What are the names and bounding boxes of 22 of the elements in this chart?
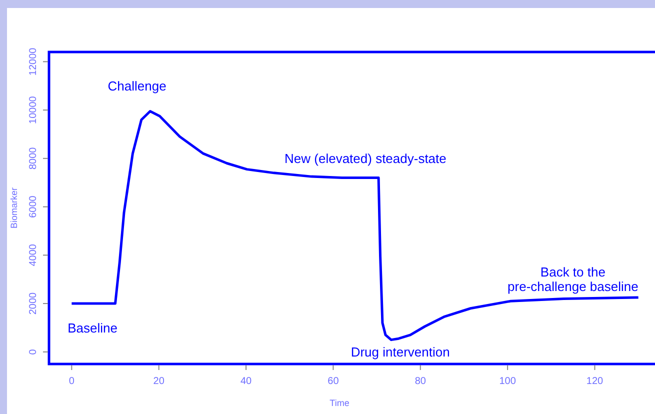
x-tick-label: 60 bbox=[328, 376, 340, 387]
x-axis-title: Time bbox=[330, 398, 350, 408]
annotation: Challenge bbox=[108, 78, 166, 94]
annotation: Back to the pre-challenge baseline bbox=[508, 264, 638, 294]
y-tick-label: 10000 bbox=[28, 96, 39, 124]
line-series bbox=[70, 110, 640, 342]
x-tick-label: 100 bbox=[499, 376, 516, 387]
y-axis-title: Biomarker bbox=[9, 187, 19, 229]
y-tick-label: 0 bbox=[28, 348, 39, 355]
x-tick-label: 0 bbox=[68, 376, 75, 387]
annotation: Baseline bbox=[68, 320, 118, 336]
x-tick-label: 80 bbox=[414, 376, 426, 387]
x-tick-label: 20 bbox=[153, 376, 165, 387]
x-tick-label: 120 bbox=[586, 376, 604, 387]
x-tick-label: 40 bbox=[240, 376, 252, 387]
y-tick-label: 6000 bbox=[28, 195, 39, 218]
y-tick-label: 2000 bbox=[28, 292, 39, 315]
annotation: Drug intervention bbox=[350, 344, 450, 360]
y-tick-label: 12000 bbox=[28, 47, 39, 76]
y-tick-label: 4000 bbox=[28, 244, 39, 266]
annotation: New (elevated) steady-state bbox=[284, 151, 446, 166]
y-tick-label: 8000 bbox=[28, 146, 39, 170]
